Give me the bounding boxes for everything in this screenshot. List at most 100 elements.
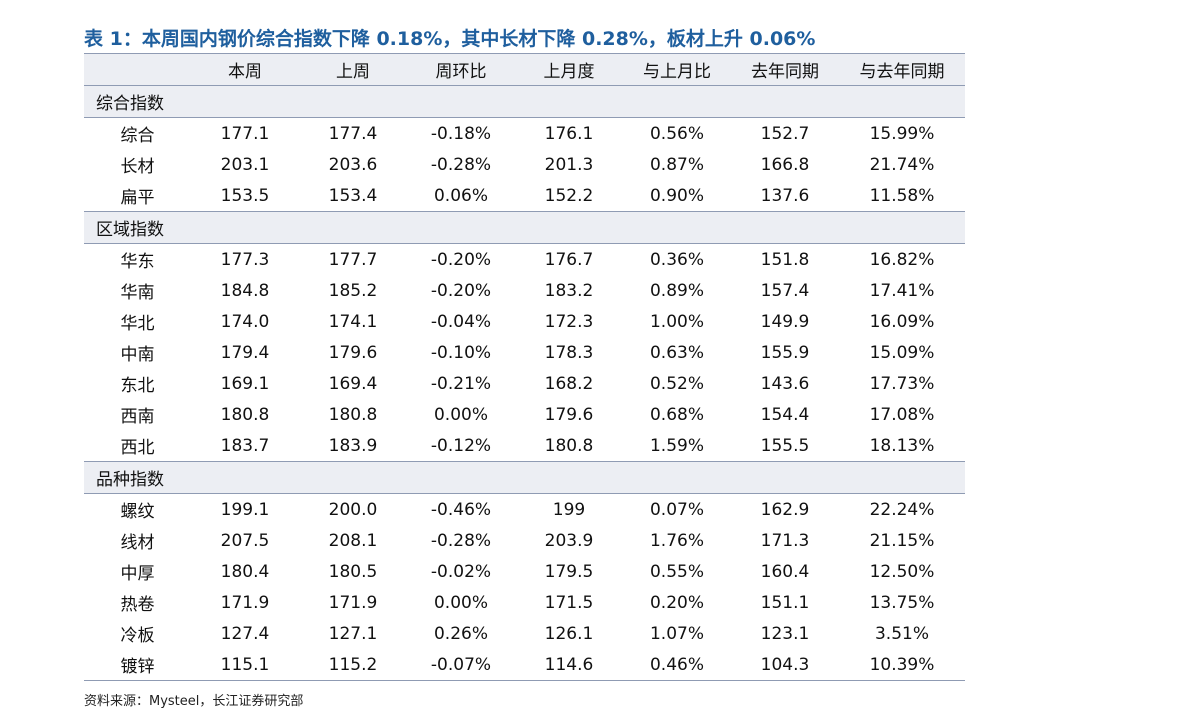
data-table: 本周 上周 周环比 上月度 与上月比 去年同期 与去年同期 综合指数 综合 177.1 177.4 -… [84, 53, 965, 681]
header-cell: 上月度 [515, 53, 623, 86]
cell: 0.55% [649, 561, 704, 582]
data-row: 东北 169.1 169.4 -0.21% 168.2 0.52% 143.6 17.73% [84, 368, 965, 399]
cell: 179.5 [544, 561, 594, 582]
cell: 1.76% [649, 530, 704, 551]
data-row: 热卷 171.9 171.9 0.00% 171.5 0.20% 151.1 13.75% [84, 587, 965, 618]
cell: 155.9 [760, 342, 810, 363]
cell: 203.1 [220, 154, 270, 175]
cell: 115.1 [191, 649, 299, 681]
row-label: 西北 [120, 438, 155, 458]
header-row: 本周 上周 周环比 上月度 与上月比 去年同期 与去年同期 [84, 53, 965, 86]
row-label: 综合 [120, 126, 155, 146]
data-row: 冷板 127.4 127.1 0.26% 126.1 1.07% 123.1 3.51% [84, 618, 965, 649]
cell: 0.68% [649, 404, 704, 425]
cell: 0.63% [649, 342, 704, 363]
data-row: 华北 174.0 174.1 -0.04% 172.3 1.00% 149.9 16.09% [84, 306, 965, 337]
cell: 208.1 [328, 530, 378, 551]
cell: 10.39% [839, 649, 965, 681]
cell: 200.0 [328, 499, 378, 520]
cell: 179.6 [328, 342, 378, 363]
cell: 177.3 [220, 249, 270, 270]
cell: 22.24% [869, 499, 935, 520]
row-label: 中南 [120, 345, 155, 365]
header-cell [84, 53, 191, 86]
cell: -0.20% [430, 249, 492, 270]
cell: 203.9 [544, 530, 594, 551]
header-cell: 本周 [191, 53, 299, 86]
cell: 17.08% [869, 404, 935, 425]
data-row: 华南 184.8 185.2 -0.20% 183.2 0.89% 157.4 17.41% [84, 275, 965, 306]
cell: 180.8 [328, 404, 378, 425]
cell: 0.52% [649, 373, 704, 394]
cell: 179.6 [544, 404, 594, 425]
cell: 17.41% [869, 280, 935, 301]
data-row: 西南 180.8 180.8 0.00% 179.6 0.68% 154.4 17.08% [84, 399, 965, 430]
cell: 0.89% [649, 280, 704, 301]
cell: -0.02% [430, 561, 492, 582]
cell: 177.4 [328, 123, 378, 144]
cell: 176.7 [544, 249, 594, 270]
table-title: 表 1：本周国内钢价综合指数下降 0.18%，其中长材下降 0.28%，板材上升… [84, 28, 816, 50]
cell: 0.00% [433, 404, 488, 425]
cell: 183.7 [220, 435, 270, 456]
section-row: 区域指数 [84, 211, 965, 244]
cell: 168.2 [544, 373, 594, 394]
row-label: 冷板 [120, 626, 155, 646]
data-row: 螺纹 199.1 200.0 -0.46% 199 0.07% 162.9 22.24% [84, 494, 965, 526]
section-label: 品种指数 [84, 461, 965, 494]
cell: 126.1 [544, 623, 594, 644]
data-row: 中南 179.4 179.6 -0.10% 178.3 0.63% 155.9 15.09% [84, 337, 965, 368]
cell: 127.1 [328, 623, 378, 644]
row-label: 螺纹 [120, 502, 155, 522]
row-label: 华东 [120, 252, 155, 272]
data-row: 西北 183.7 183.9 -0.12% 180.8 1.59% 155.5 18.13% [84, 430, 965, 462]
cell: 171.5 [544, 592, 594, 613]
row-label: 西南 [120, 407, 155, 427]
cell: 169.4 [328, 373, 378, 394]
row-label: 热卷 [120, 595, 155, 615]
cell: 177.7 [328, 249, 378, 270]
cell: -0.28% [430, 154, 492, 175]
header-cell: 与上月比 [623, 53, 731, 86]
header-cell: 上周 [299, 53, 407, 86]
section-label: 综合指数 [84, 85, 965, 118]
cell: -0.20% [430, 280, 492, 301]
cell: 0.00% [433, 592, 488, 613]
cell: 16.82% [869, 249, 935, 270]
cell: 21.74% [869, 154, 935, 175]
cell: 153.4 [328, 185, 378, 206]
cell: 171.9 [328, 592, 378, 613]
cell: 166.8 [760, 154, 810, 175]
cell: 152.7 [760, 123, 810, 144]
cell: 176.1 [544, 123, 594, 144]
section-row: 品种指数 [84, 461, 965, 494]
section-label: 区域指数 [84, 211, 965, 244]
data-row: 镀锌 115.1 115.2 -0.07% 114.6 0.46% 104.3 10.39% [84, 649, 965, 681]
data-row: 扁平 153.5 153.4 0.06% 152.2 0.90% 137.6 11.58% [84, 180, 965, 212]
row-label: 镀锌 [84, 649, 191, 681]
cell: 15.09% [869, 342, 935, 363]
cell: 203.6 [328, 154, 378, 175]
cell: 0.56% [649, 123, 704, 144]
cell: 207.5 [220, 530, 270, 551]
row-label: 东北 [120, 376, 155, 396]
cell: 180.5 [328, 561, 378, 582]
cell: 149.9 [760, 311, 810, 332]
cell: 180.8 [220, 404, 270, 425]
cell: 180.8 [544, 435, 594, 456]
cell: 114.6 [515, 649, 623, 681]
data-row: 中厚 180.4 180.5 -0.02% 179.5 0.55% 160.4 12.50% [84, 556, 965, 587]
cell: 160.4 [760, 561, 810, 582]
cell: -0.18% [430, 123, 492, 144]
cell: 174.1 [328, 311, 378, 332]
cell: 0.36% [649, 249, 704, 270]
row-label: 线材 [120, 533, 155, 553]
cell: 174.0 [220, 311, 270, 332]
cell: 115.2 [299, 649, 407, 681]
cell: 157.4 [760, 280, 810, 301]
cell: 180.4 [220, 561, 270, 582]
cell: 153.5 [220, 185, 270, 206]
cell: 18.13% [869, 435, 935, 456]
cell: 0.90% [649, 185, 704, 206]
data-row: 华东 177.3 177.7 -0.20% 176.7 0.36% 151.8 16.82% [84, 244, 965, 276]
